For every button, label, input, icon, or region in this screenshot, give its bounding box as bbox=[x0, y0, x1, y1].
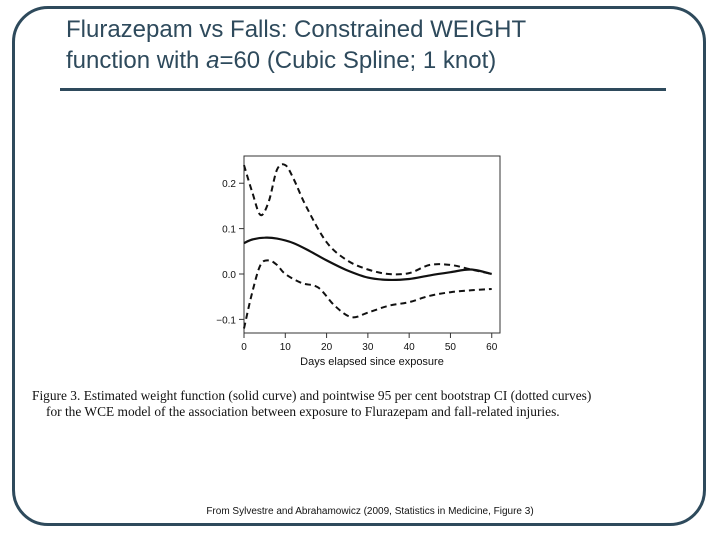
plot-frame bbox=[243, 155, 501, 334]
y-tick-label-0: −0.1 bbox=[216, 315, 236, 326]
lower-ci-curve bbox=[243, 259, 492, 329]
upper-ci-curve bbox=[243, 163, 492, 276]
caption-line2: for the WCE model of the association bet… bbox=[46, 404, 560, 419]
title-line2-post: =60 (Cubic Spline; 1 knot) bbox=[219, 47, 497, 74]
x-tick-label-4: 40 bbox=[404, 342, 416, 353]
x-tick-label-2: 20 bbox=[321, 342, 333, 353]
title-variable-a: a bbox=[206, 47, 220, 74]
y-tick-label-1: 0.0 bbox=[222, 270, 236, 281]
caption-line1: Estimated weight function (solid curve) … bbox=[83, 388, 592, 403]
x-axis-label: Days elapsed since exposure bbox=[300, 356, 444, 368]
source-citation: From Sylvestre and Abrahamowicz (2009, S… bbox=[206, 506, 534, 517]
title-line1: Flurazepam vs Falls: Constrained WEIGHT bbox=[66, 16, 527, 43]
x-tick-label-6: 60 bbox=[486, 342, 498, 353]
x-tick-label-5: 50 bbox=[445, 342, 457, 353]
x-tick-label-1: 10 bbox=[280, 342, 292, 353]
figure-caption: Figure 3. Estimated weight function (sol… bbox=[32, 388, 692, 420]
slide-title: Flurazepam vs Falls: Constrained WEIGHT … bbox=[66, 14, 686, 76]
x-tick-label-3: 30 bbox=[362, 342, 374, 353]
caption-label: Figure 3. bbox=[32, 388, 81, 403]
y-tick-label-2: 0.1 bbox=[222, 225, 236, 236]
y-tick-label-3: 0.2 bbox=[222, 179, 236, 190]
title-line2-pre: function with bbox=[66, 47, 207, 74]
title-underline bbox=[60, 88, 666, 91]
weight-function-chart: 0 10 20 30 40 50 60 −0.1 0.0 0.1 0.2 Days elapsed s… bbox=[216, 155, 501, 368]
estimate-curve bbox=[243, 236, 492, 282]
x-tick-label-0: 0 bbox=[241, 342, 247, 353]
